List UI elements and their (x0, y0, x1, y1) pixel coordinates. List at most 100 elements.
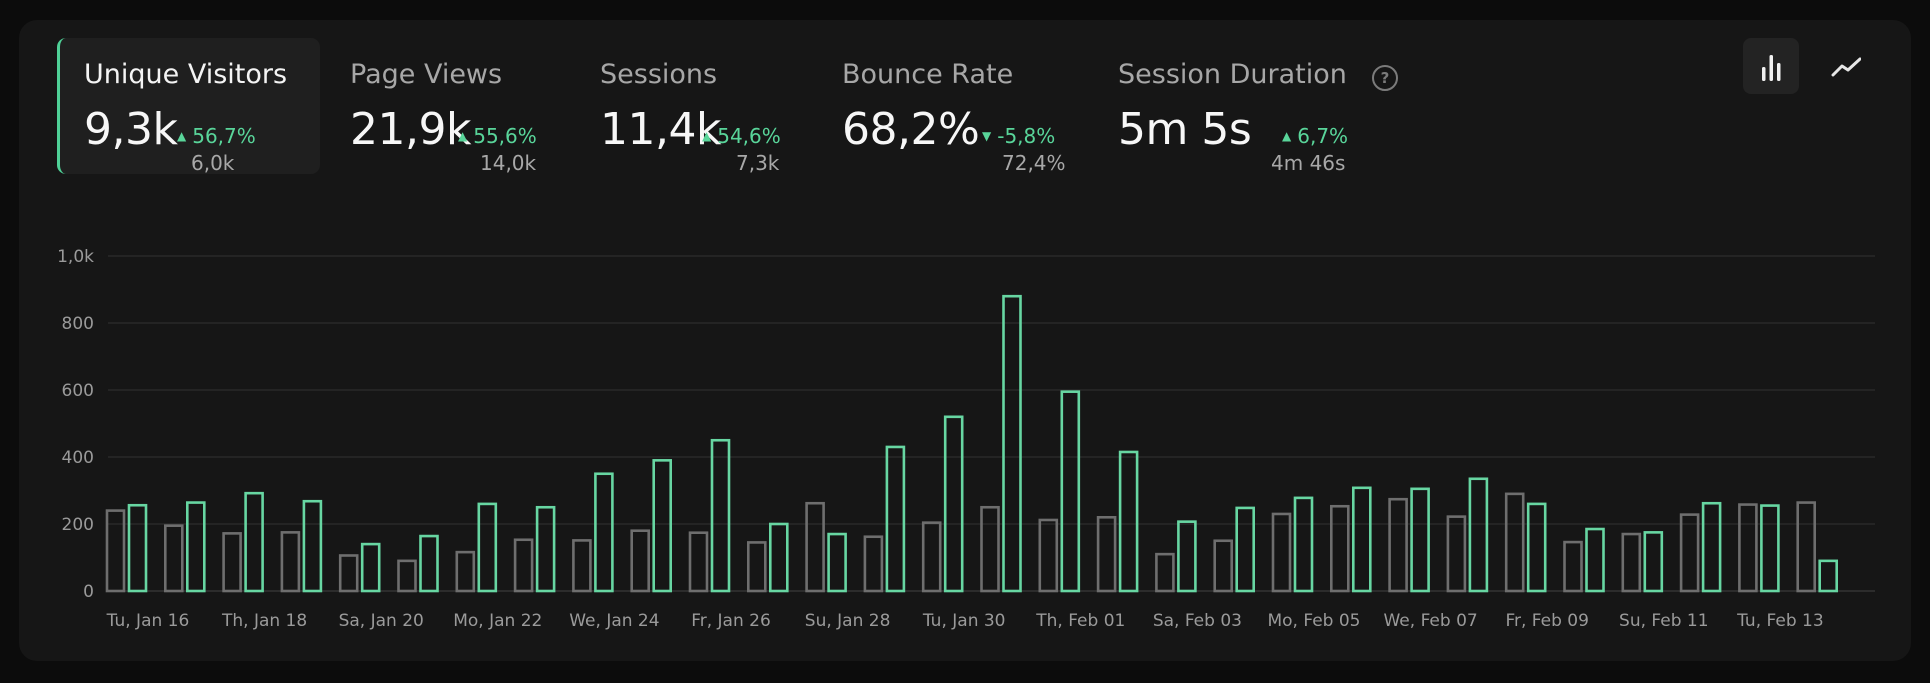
bar-current (1060, 390, 1081, 593)
bar-current (1177, 520, 1197, 593)
metric-delta: ▲ 6,7% (1282, 124, 1348, 148)
bar-current (1585, 527, 1605, 593)
bar-current (710, 438, 731, 593)
bar-previous (1155, 552, 1175, 593)
delta-value: 54,6% (717, 124, 781, 148)
metric-delta: ▼ -5,8% (982, 124, 1055, 148)
bar-current (1468, 477, 1489, 593)
bar-current (885, 445, 906, 593)
bar-previous (805, 501, 825, 593)
metric-value: 5m 5s (1118, 104, 1252, 155)
y-tick-label: 600 (62, 381, 94, 401)
bar-current (1352, 486, 1372, 593)
x-tick-label: Sa, Feb 03 (1153, 611, 1242, 631)
y-tick-label: 0 (83, 582, 94, 602)
bar-previous (1504, 492, 1525, 593)
metric-label: Sessions (600, 59, 718, 90)
bar-previous (1038, 518, 1059, 593)
arrow-up-icon: ▲ (702, 129, 712, 143)
bar-current (827, 532, 847, 593)
metric-label: Session Duration (1118, 59, 1347, 90)
bar-previous (1621, 532, 1642, 593)
y-tick-label: 800 (62, 314, 94, 334)
x-tick-label: Tu, Jan 16 (106, 611, 190, 631)
metric-page-views[interactable]: Page Views 21,9k ▲ 55,6% 14,0k (350, 38, 550, 175)
bar-previous (280, 531, 301, 593)
bar-current (768, 522, 789, 593)
bar-current (419, 534, 439, 593)
x-tick-label: Mo, Jan 22 (453, 611, 542, 631)
bar-previous (1271, 512, 1292, 593)
bar-previous (921, 521, 942, 593)
x-tick-label: Fr, Jan 26 (691, 611, 771, 631)
x-tick-label: Su, Jan 28 (805, 611, 891, 631)
metric-previous: 7,3k (736, 151, 780, 175)
x-tick-label: Mo, Feb 05 (1267, 611, 1360, 631)
line-chart-toggle[interactable] (1811, 38, 1862, 94)
delta-value: 55,6% (473, 124, 537, 148)
bar-previous (746, 541, 767, 593)
bar-current (302, 499, 323, 593)
bar-previous (1213, 539, 1233, 593)
metric-bounce-rate[interactable]: Bounce Rate 68,2% ▼ -5,8% 72,4% (842, 38, 1066, 175)
bar-current (652, 459, 673, 593)
bar-previous (1330, 504, 1350, 593)
bar-previous (1738, 503, 1758, 593)
bar-previous (630, 529, 651, 593)
metric-previous: 4m 46s (1271, 151, 1346, 175)
delta-value: 56,7% (192, 124, 256, 148)
bar-current (1002, 294, 1022, 593)
bar-previous (222, 532, 242, 593)
bar-current (1818, 559, 1838, 593)
bar-previous (164, 524, 184, 593)
bar-previous (863, 535, 884, 593)
metric-sessions[interactable]: Sessions 11,4k ▲ 54,6% 7,3k (600, 38, 790, 175)
bar-current (360, 542, 381, 593)
bar-previous (338, 554, 359, 593)
bar-current (1410, 487, 1430, 593)
x-tick-label: We, Jan 24 (569, 611, 659, 631)
metric-value: 68,2% (842, 104, 980, 155)
line-chart-icon (1831, 57, 1862, 77)
bar-previous (1446, 515, 1467, 593)
bar-previous (980, 505, 1000, 593)
metric-unique-visitors[interactable]: Unique Visitors 9,3k ▲ 56,7% 6,0k (57, 38, 320, 175)
metric-previous: 72,4% (1002, 151, 1066, 175)
bar-current (186, 501, 206, 593)
metric-delta: ▲ 56,7% (177, 124, 256, 148)
bar-current (535, 505, 556, 593)
arrow-up-icon: ▲ (1282, 129, 1292, 143)
help-circle-icon[interactable]: ? (1372, 65, 1398, 91)
bar-current (1760, 504, 1780, 593)
x-tick-label: Su, Feb 11 (1619, 611, 1709, 631)
bar-current (594, 472, 614, 593)
x-tick-label: We, Feb 07 (1383, 611, 1477, 631)
metric-value: 11,4k (600, 104, 721, 155)
y-tick-label: 1,0k (57, 247, 94, 267)
arrow-up-icon: ▲ (458, 129, 468, 143)
bar-chart-icon (1762, 55, 1781, 81)
bar-current (477, 502, 498, 593)
bar-current (1526, 502, 1547, 593)
bar-current (127, 503, 148, 593)
delta-value: 6,7% (1297, 124, 1349, 148)
x-tick-label: Sa, Jan 20 (339, 611, 424, 631)
bar-previous (1388, 497, 1408, 593)
bar-current (1118, 450, 1139, 593)
bar-previous (1679, 513, 1700, 593)
bar-current (1293, 496, 1314, 593)
metric-previous: 6,0k (191, 151, 235, 175)
y-tick-label: 200 (62, 515, 94, 535)
bar-chart-toggle[interactable] (1743, 38, 1799, 94)
metric-label: Unique Visitors (84, 59, 288, 90)
metric-session-duration[interactable]: Session Duration 5m 5s ▲ 6,7% 4m 46s ? (1118, 38, 1398, 175)
bar-current (1235, 506, 1255, 593)
x-tick-label: Tu, Feb 13 (1736, 611, 1824, 631)
bar-previous (513, 538, 534, 593)
x-tick-label: Fr, Feb 09 (1505, 611, 1588, 631)
y-tick-label: 400 (62, 448, 94, 468)
metric-label: Bounce Rate (842, 59, 1014, 90)
delta-value: -5,8% (997, 124, 1056, 148)
x-tick-label: Th, Jan 18 (221, 611, 307, 631)
x-tick-label: Th, Feb 01 (1035, 611, 1125, 631)
